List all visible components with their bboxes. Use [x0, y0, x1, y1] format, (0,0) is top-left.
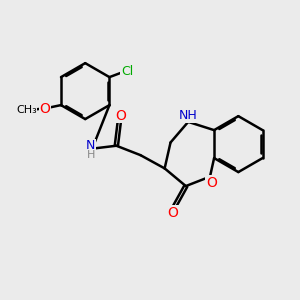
Text: CH₃: CH₃ — [16, 105, 37, 115]
Text: O: O — [39, 102, 50, 116]
Text: O: O — [206, 176, 217, 190]
Text: NH: NH — [179, 109, 198, 122]
Text: Cl: Cl — [121, 65, 133, 78]
Text: O: O — [115, 109, 126, 123]
Text: O: O — [167, 206, 178, 220]
Text: H: H — [86, 150, 95, 160]
Text: N: N — [86, 139, 95, 152]
